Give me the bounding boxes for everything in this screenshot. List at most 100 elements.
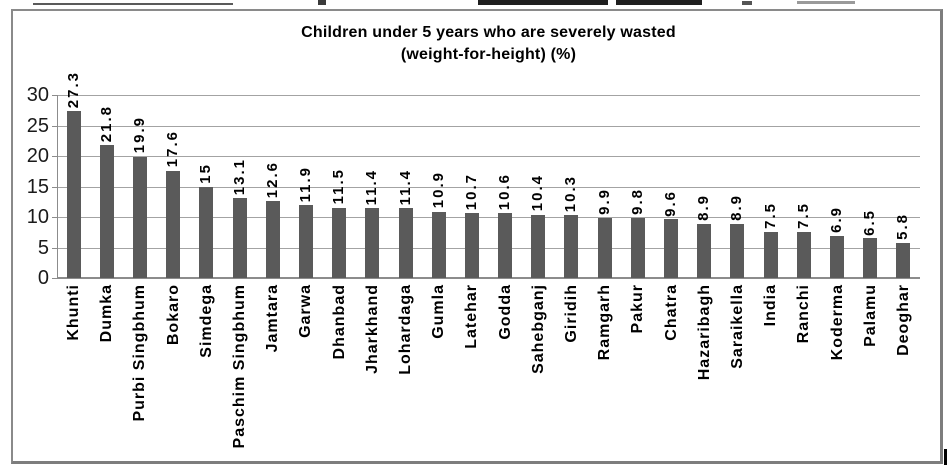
- text-cursor-artifact: [944, 449, 947, 465]
- bar: [664, 219, 679, 278]
- cropped-text-artifact: [318, 0, 326, 5]
- bar-value-label: 8.9: [695, 193, 713, 221]
- x-axis-label: Saraikella: [728, 284, 746, 369]
- cropped-text-artifact: [742, 1, 752, 5]
- gridline: [57, 186, 920, 188]
- gridline: [57, 217, 920, 218]
- y-axis-tick: [52, 125, 57, 127]
- x-axis-label: Palamu: [861, 284, 879, 347]
- x-axis-label: Ranchi: [795, 284, 813, 344]
- bar: [431, 211, 446, 278]
- bar: [464, 212, 479, 278]
- bar: [365, 208, 380, 278]
- bar-value-label: 10.9: [429, 171, 447, 209]
- bar: [863, 238, 878, 278]
- y-axis-tick: [52, 186, 57, 188]
- plot-area: 0 5 10 15 20 25 30 27.3 Khunti 21.8 Dumka 19.9 Purbi…: [27, 71, 920, 448]
- gridline: [57, 125, 920, 127]
- bar-value-label: 7.5: [794, 202, 812, 230]
- bar: [730, 223, 745, 278]
- bar: [232, 198, 247, 278]
- bar-value-label: 6.5: [861, 208, 879, 236]
- chart-title: Children under 5 years who are severely …: [57, 22, 920, 66]
- x-axis-label: Bokaro: [164, 284, 182, 346]
- y-axis-tick-label: 5: [37, 236, 49, 259]
- bar: [597, 217, 612, 278]
- x-axis-label: India: [762, 284, 780, 327]
- bar: [564, 215, 579, 278]
- y-axis-tick: [52, 217, 57, 218]
- bar-value-label: 7.5: [761, 202, 779, 230]
- cropped-text-artifact: [478, 0, 608, 5]
- x-axis-label: Garwa: [297, 284, 315, 338]
- bar: [265, 201, 280, 278]
- bar: [796, 232, 811, 278]
- gridline: [57, 95, 920, 96]
- bar: [199, 186, 214, 278]
- x-axis-line: [57, 277, 920, 279]
- y-axis-tick: [52, 95, 57, 96]
- y-axis-line: [57, 95, 58, 278]
- x-axis-label: Ramgarh: [596, 284, 614, 361]
- bar: [332, 207, 347, 278]
- bar: [697, 223, 712, 278]
- bar: [398, 208, 413, 278]
- bar-value-label: 10.7: [462, 172, 480, 210]
- x-axis-label: Paschim Singbhum: [231, 284, 249, 449]
- x-axis-label: Giridih: [562, 284, 580, 343]
- chart-title-line2: (weight-for-height) (%): [400, 46, 577, 63]
- x-axis-label: Lohardaga: [397, 284, 415, 375]
- x-axis-label: Dhanbad: [330, 284, 348, 360]
- y-axis-tick-label: 15: [26, 175, 49, 198]
- gridline: [57, 247, 920, 249]
- bar-value-label: 19.9: [130, 116, 148, 154]
- bar-value-label: 9.6: [662, 189, 680, 217]
- bar: [498, 213, 513, 278]
- chart-title-line1: Children under 5 years who are severely …: [301, 24, 676, 41]
- x-axis-label: Deoghar: [894, 284, 912, 356]
- bar-value-label: 10.4: [529, 174, 547, 212]
- y-axis-tick: [52, 278, 57, 279]
- y-axis-tick: [52, 247, 57, 249]
- bar-value-label: 8.9: [728, 193, 746, 221]
- x-axis-label: Sahebganj: [529, 284, 547, 374]
- x-axis-label: Godda: [496, 284, 514, 340]
- bar-value-label: 9.9: [595, 187, 613, 215]
- bar-value-label: 15: [197, 162, 215, 184]
- bar-value-label: 13.1: [230, 157, 248, 196]
- bar: [830, 235, 845, 278]
- x-axis-label: Pakur: [629, 284, 647, 334]
- cropped-text-artifact: [797, 1, 855, 4]
- bar-value-label: 11.4: [363, 169, 381, 206]
- x-axis-label: Hazaribagh: [695, 284, 713, 381]
- bar-value-label: 5.8: [894, 212, 912, 240]
- x-axis-label: Simdega: [197, 284, 215, 358]
- bar: [630, 218, 645, 278]
- cropped-text-artifact: [33, 3, 233, 5]
- bar: [66, 111, 81, 278]
- y-axis-tick-label: 0: [37, 267, 49, 289]
- y-axis-tick-label: 25: [26, 114, 49, 137]
- bar: [896, 242, 911, 278]
- bar-value-label: 11.4: [396, 169, 414, 206]
- x-axis-label: Chatra: [662, 284, 680, 341]
- x-axis-label: Jamtara: [264, 284, 282, 353]
- y-axis-tick: [52, 156, 57, 157]
- cropped-text-artifact: [616, 0, 702, 5]
- bar: [166, 170, 181, 278]
- bar-value-label: 11.9: [296, 166, 314, 203]
- x-axis-label: Dumka: [98, 284, 116, 343]
- bar: [99, 145, 114, 278]
- bar: [132, 156, 147, 278]
- bar-value-label: 11.5: [330, 168, 348, 205]
- x-axis-label: Purbi Singbhum: [131, 284, 149, 422]
- y-axis-tick-label: 30: [26, 84, 49, 106]
- x-axis-label: Koderma: [828, 284, 846, 361]
- bar-value-label: 10.3: [562, 174, 580, 213]
- bar-value-label: 10.6: [496, 173, 514, 211]
- bar-value-label: 9.8: [628, 188, 646, 216]
- y-axis-tick-label: 10: [26, 206, 49, 228]
- gridline: [57, 156, 920, 157]
- bar-value-label: 17.6: [164, 130, 182, 168]
